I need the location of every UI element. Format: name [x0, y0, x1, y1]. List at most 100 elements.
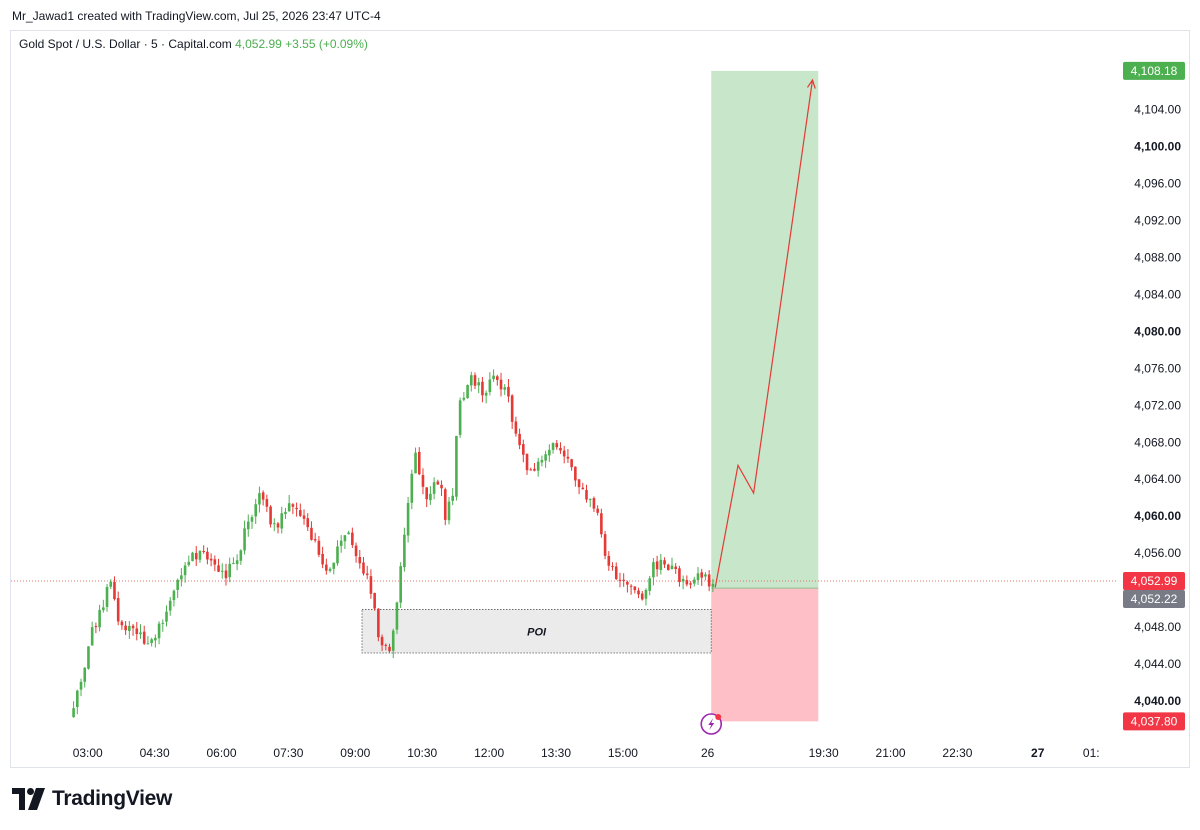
lightning-event-icon[interactable]	[700, 713, 723, 735]
candle-body	[113, 582, 116, 600]
candle-body	[484, 392, 488, 396]
candle-body	[600, 513, 603, 535]
loss-zone[interactable]	[711, 588, 819, 722]
candle	[473, 372, 477, 390]
time-axis[interactable]: 03:00 04:30 06:00 07:30 09:00 10:30 12:00 13:30…	[73, 746, 1100, 760]
candles-layer	[72, 369, 715, 718]
poi-zone[interactable]	[361, 609, 712, 654]
candle	[287, 494, 291, 512]
candle-body	[90, 627, 94, 646]
candle	[116, 591, 120, 626]
price-tag: 4,108.18	[1123, 61, 1185, 80]
price-axis[interactable]: 4,104.00 4,100.00 4,096.00 4,092.00 4,088.00…	[1134, 103, 1181, 708]
time-tick-label: 13:30	[541, 746, 571, 760]
candle-body	[458, 400, 462, 435]
candle	[559, 442, 562, 454]
candle-body	[596, 508, 599, 513]
candle	[109, 579, 113, 589]
candle-body	[79, 681, 83, 690]
price-tag-label: 4,037.80	[1131, 714, 1178, 728]
candle	[533, 463, 536, 472]
candle-body	[443, 489, 447, 520]
candle-body	[685, 580, 689, 585]
candle	[243, 520, 246, 555]
candle	[629, 584, 633, 595]
candle	[354, 542, 358, 563]
price-tick-label: 4,064.00	[1134, 472, 1181, 486]
candle-body	[87, 646, 90, 669]
tradingview-brand[interactable]: TradingView	[12, 787, 172, 811]
brand-name: TradingView	[52, 787, 173, 810]
candle-body	[481, 381, 484, 396]
candle-body	[510, 395, 514, 422]
candle-body	[570, 459, 573, 468]
candle	[540, 455, 544, 467]
candle	[481, 377, 484, 403]
candle-body	[406, 502, 410, 536]
candle	[232, 557, 235, 565]
candle	[600, 508, 603, 538]
candle	[443, 487, 447, 526]
candle	[696, 567, 700, 585]
candle-body	[670, 565, 674, 569]
candle	[191, 551, 194, 562]
candle	[94, 622, 98, 634]
price-tick-label: 4,048.00	[1134, 620, 1181, 634]
candle-body	[284, 511, 287, 515]
candle	[425, 487, 428, 508]
candle-body	[711, 583, 715, 587]
candle	[217, 558, 220, 572]
profit-zone[interactable]	[711, 70, 819, 589]
candle-body	[291, 504, 295, 507]
candle-body	[120, 621, 124, 626]
candle-body	[94, 626, 98, 628]
candle-body	[128, 625, 131, 631]
candle-body	[98, 609, 101, 628]
candle-body	[373, 593, 376, 609]
candle	[150, 637, 153, 647]
candle	[421, 468, 425, 495]
candle-body	[168, 600, 172, 611]
price-tag: 4,052.22	[1123, 589, 1185, 608]
time-tick-label: 22:30	[942, 746, 972, 760]
candle-body	[566, 456, 570, 459]
candle	[466, 384, 469, 399]
candle	[592, 496, 596, 512]
candle-body	[217, 565, 220, 572]
candle-body	[488, 379, 492, 393]
candle-body	[640, 593, 644, 600]
candle-body	[343, 535, 347, 542]
candle	[250, 514, 254, 529]
candle-body	[704, 574, 707, 577]
poi-label: POI	[527, 626, 547, 638]
symbol-legend[interactable]: Gold Spot / U.S. Dollar · 5 · Capital.co…	[19, 37, 368, 51]
candle-body	[213, 559, 217, 565]
candle	[176, 578, 179, 598]
candle-body	[351, 532, 354, 546]
candle-body	[310, 527, 313, 540]
candle-body	[325, 564, 328, 571]
candle-body	[499, 379, 503, 390]
candle-body	[689, 583, 692, 585]
candle-body	[354, 545, 358, 557]
candle-body	[514, 421, 518, 434]
candle	[183, 562, 187, 583]
candle-body	[187, 561, 191, 565]
candle	[202, 545, 205, 554]
candle-body	[536, 461, 540, 471]
candle	[689, 581, 692, 589]
candle-body	[232, 563, 235, 565]
candle-body	[209, 558, 213, 561]
candle-body	[194, 553, 198, 560]
event-icon-dot	[715, 714, 722, 720]
candle-body	[414, 452, 417, 474]
candle	[455, 435, 458, 501]
candle	[704, 572, 707, 581]
candle-body	[384, 644, 388, 646]
projection-arrow[interactable]	[714, 79, 814, 588]
candle	[284, 507, 287, 519]
candle-body	[548, 449, 551, 456]
time-tick-label: 06:00	[207, 746, 237, 760]
candle-body	[525, 453, 529, 471]
